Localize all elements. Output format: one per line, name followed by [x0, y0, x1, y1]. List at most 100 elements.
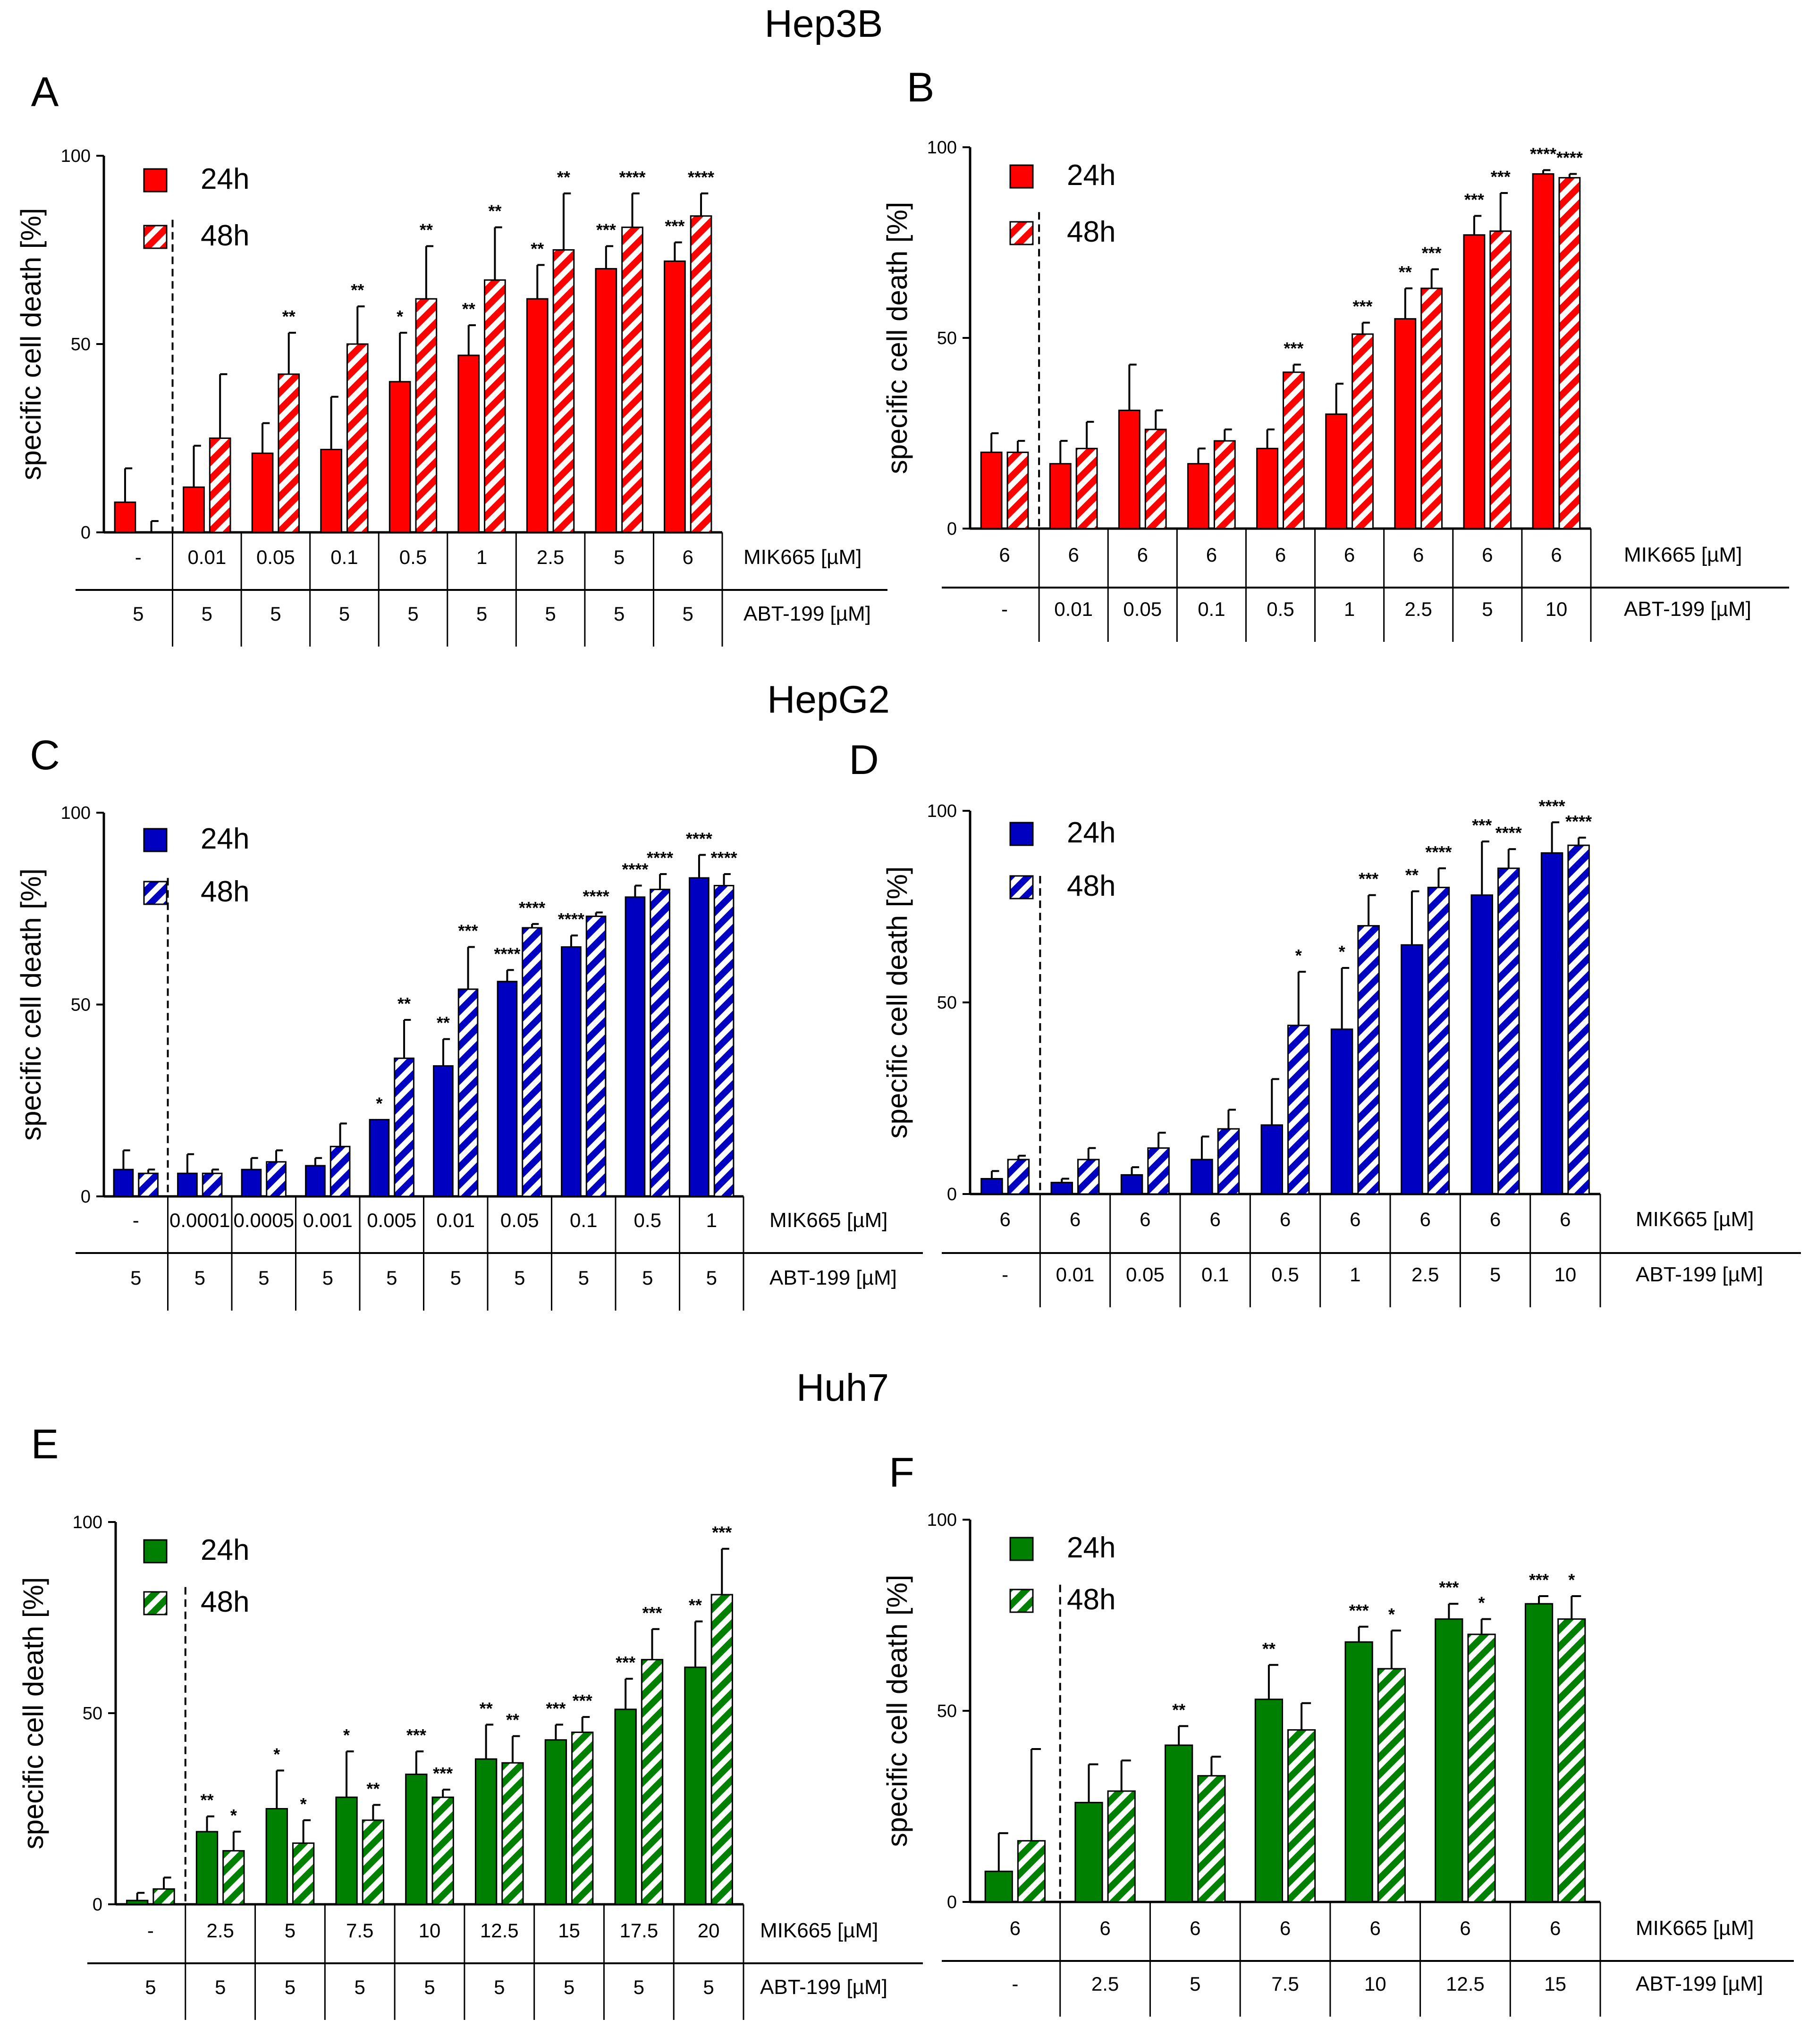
- significance-48h: ****: [583, 886, 609, 906]
- dose-row1-cell: 6: [1419, 1208, 1430, 1230]
- dose-row2-cell: 5: [130, 1267, 141, 1289]
- bar-24h: [1540, 852, 1563, 1195]
- significance-24h: *: [397, 307, 403, 326]
- bar-48h: [431, 1796, 454, 1905]
- bar-24h: [1120, 1174, 1143, 1195]
- bar-24h: [241, 1169, 262, 1197]
- dose-row2-cell: 5: [258, 1267, 269, 1289]
- dose-row2-cell: 5: [145, 1976, 156, 1998]
- dose-row2-cell: -: [1001, 598, 1008, 620]
- dose-row-label-1: MIK665 [µM]: [1624, 543, 1742, 566]
- dose-row2-cell: 5: [545, 603, 556, 625]
- bar-48h: [222, 1850, 245, 1905]
- dose-row1-cell: 1: [706, 1209, 717, 1231]
- bar-24h: [457, 354, 480, 533]
- bar-48h: [552, 249, 575, 533]
- y-tick-label: 0: [947, 1185, 957, 1204]
- y-tick-label: 100: [73, 1513, 102, 1532]
- significance-24h: ****: [558, 909, 584, 929]
- y-tick-label: 0: [947, 1893, 957, 1912]
- panel-letter: F: [889, 1449, 914, 1496]
- dose-row1-cell: 10: [419, 1919, 441, 1942]
- dose-row2-cell: 5: [683, 603, 693, 625]
- bar-24h: [251, 452, 274, 533]
- dose-row1-cell: 6: [1344, 544, 1355, 566]
- dose-row2-cell: -: [1012, 1973, 1018, 1995]
- dose-row1-cell: 0.01: [187, 546, 226, 568]
- dose-row1-cell: 6: [999, 544, 1010, 566]
- dose-row1-cell: 15: [558, 1919, 580, 1942]
- dose-row2-cell: 5: [322, 1267, 333, 1289]
- dose-row2-cell: 5: [642, 1267, 653, 1289]
- dose-row1-cell: 5: [614, 546, 625, 568]
- bar-48h: [1217, 1128, 1240, 1195]
- significance-48h: ****: [1425, 842, 1452, 862]
- dose-row1-cell: 6: [1206, 544, 1217, 566]
- legend-label-48h: 48h: [201, 219, 249, 252]
- dose-row1-cell: 6: [1413, 544, 1424, 566]
- dose-row-label-1: MIK665 [µM]: [743, 546, 862, 569]
- bar-48h: [1489, 230, 1512, 530]
- bar-48h: [1213, 440, 1236, 530]
- legend-swatch-24h: [143, 1539, 168, 1564]
- bar-48h: [266, 1161, 287, 1197]
- bar-24h: [1256, 447, 1279, 530]
- bar-48h: [1144, 429, 1167, 530]
- bar-48h: [1427, 886, 1450, 1195]
- dose-row2-cell: 5: [1190, 1973, 1200, 1995]
- dose-row1-cell: 6: [1280, 1917, 1291, 1939]
- bar-24h: [177, 1172, 198, 1197]
- dose-row1-cell: 0.5: [399, 546, 427, 568]
- dose-row2-cell: 0.05: [1123, 598, 1162, 620]
- significance-48h: **: [366, 1779, 380, 1798]
- bar-48h: [152, 1888, 175, 1905]
- bar-48h: [1197, 1775, 1226, 1903]
- bar-24h: [335, 1796, 358, 1905]
- y-tick-label: 50: [71, 335, 91, 354]
- cell-line-title-hepg2: HepG2: [767, 678, 890, 721]
- bar-24h: [980, 1178, 1003, 1195]
- significance-48h: **: [488, 202, 501, 221]
- bar-24h: [689, 877, 710, 1197]
- dose-row1-cell: 0.001: [303, 1209, 353, 1231]
- dose-row2-cell: 5: [476, 603, 487, 625]
- dose-row1-cell: -: [135, 546, 142, 568]
- dose-row2-cell: 0.1: [1201, 1263, 1229, 1286]
- dose-row2-cell: 5: [514, 1267, 525, 1289]
- y-tick-label: 50: [83, 1704, 102, 1724]
- dose-row2-cell: 5: [270, 603, 281, 625]
- dose-row2-cell: 0.5: [1267, 598, 1294, 620]
- dose-row1-cell: 17.5: [619, 1919, 658, 1942]
- bar-24h: [1074, 1801, 1103, 1903]
- dose-row2-cell: 7.5: [1271, 1973, 1299, 1995]
- dose-row1-cell: -: [133, 1209, 139, 1231]
- significance-24h: ***: [546, 1699, 566, 1718]
- significance-48h: **: [397, 994, 411, 1013]
- bar-24h: [1435, 1618, 1463, 1903]
- bar-24h: [614, 1708, 637, 1905]
- significance-48h: **: [506, 1710, 519, 1730]
- bar-48h: [1283, 371, 1305, 530]
- dose-row2-cell: 5: [285, 1976, 296, 1998]
- dose-row2-cell: 5: [1482, 598, 1493, 620]
- bar-24h: [984, 1870, 1013, 1903]
- dose-row1-cell: 7.5: [346, 1919, 373, 1942]
- bar-48h: [209, 437, 231, 533]
- significance-24h: **: [480, 1699, 493, 1718]
- y-tick-label: 50: [937, 328, 957, 348]
- dose-row1-cell: 6: [1551, 544, 1562, 566]
- dose-row-label-2: ABT-199 [µM]: [1636, 1972, 1763, 1995]
- legend-label-24h: 24h: [201, 823, 249, 855]
- dose-row2-cell: 1: [1350, 1263, 1360, 1286]
- significance-48h: ****: [1556, 148, 1583, 168]
- y-tick-label: 50: [937, 993, 957, 1013]
- significance-48h: ***: [1353, 297, 1373, 316]
- bar-48h: [415, 298, 438, 533]
- bar-24h: [1254, 1699, 1283, 1903]
- dose-row2-cell: 5: [703, 1976, 714, 1998]
- significance-24h: ***: [1349, 1601, 1369, 1620]
- bar-24h: [433, 1065, 454, 1197]
- dose-row1-cell: 6: [1370, 1917, 1381, 1939]
- y-axis-label: specific cell death [%]: [15, 868, 47, 1141]
